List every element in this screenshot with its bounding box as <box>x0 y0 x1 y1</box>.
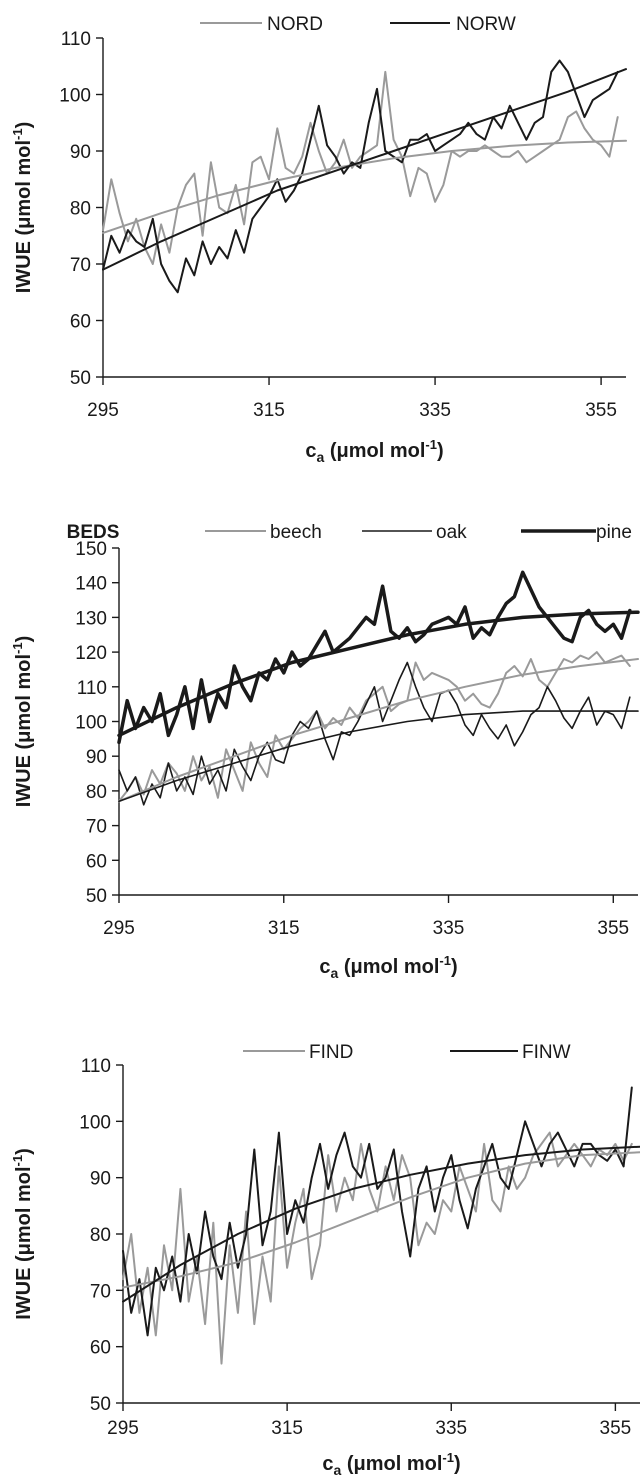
y-tick-label: 50 <box>86 886 107 907</box>
x-tick-label: 335 <box>435 1418 467 1439</box>
x-title-rest: (μmol mol <box>341 1453 442 1475</box>
legend-label-nord: NORD <box>267 14 323 35</box>
y-tick-label: 80 <box>90 1225 111 1246</box>
y-title-main: IWUE (μmol mol <box>13 654 35 807</box>
y-title-main: IWUE (μmol mol <box>13 1166 35 1319</box>
y-tick-label: 60 <box>90 1338 111 1359</box>
x-tick-label: 355 <box>600 1418 632 1439</box>
y-title-main: IWUE (μmol mol <box>13 140 35 293</box>
trend-line-4 <box>118 658 639 803</box>
legend-label-beech: beech <box>270 522 322 543</box>
y-title-close: ) <box>13 636 35 643</box>
x-title-close: ) <box>437 440 444 462</box>
x-tick-label: 355 <box>597 918 629 939</box>
y-tick-label: 90 <box>90 1169 111 1190</box>
y-tick-label: 150 <box>75 539 107 560</box>
y-tick-label: 50 <box>70 368 91 389</box>
x-tick-label: 335 <box>419 400 451 421</box>
x-title-subscript: a <box>333 1462 341 1477</box>
y-tick-label: 60 <box>70 312 91 333</box>
x-title-subscript: a <box>316 449 324 465</box>
y-title-superscript: -1 <box>10 1155 25 1167</box>
x-title-subscript: a <box>330 965 338 981</box>
x-title-superscript: -1 <box>439 953 451 968</box>
y-tick-label: 110 <box>81 1056 111 1077</box>
y-title-superscript: -1 <box>10 642 25 654</box>
y-tick-label: 130 <box>75 608 107 629</box>
trend-line-3 <box>102 139 627 234</box>
x-title-superscript: -1 <box>442 1450 454 1465</box>
legend-label-find: FIND <box>309 1042 353 1063</box>
y-tick-label: 90 <box>70 142 91 163</box>
y-tick-label: 70 <box>90 1281 111 1302</box>
trend-line-4 <box>122 1145 640 1303</box>
x-axis-title: ca (μmol mol-1) <box>305 437 443 465</box>
x-tick-label: 295 <box>107 1418 139 1439</box>
legend-label-oak: oak <box>436 522 467 543</box>
y-axis-title: IWUE (μmol mol-1) <box>10 1148 35 1320</box>
trend-line-5 <box>118 710 639 803</box>
x-tick-label: 295 <box>87 400 119 421</box>
series-line-find <box>122 1131 633 1365</box>
y-tick-label: 100 <box>79 1112 111 1133</box>
y-tick-label: 70 <box>70 255 91 276</box>
y-title-superscript: -1 <box>10 128 25 140</box>
y-tick-label: 100 <box>75 713 107 734</box>
x-tick-label: 315 <box>253 400 285 421</box>
x-tick-label: 295 <box>103 918 135 939</box>
chart-2: 50 60 70 80 90 100 110 120 130 140 150 295 315 335 355… <box>10 522 640 981</box>
y-tick-label: 80 <box>86 782 107 803</box>
trend-line-3 <box>122 1151 640 1289</box>
x-title-main: c <box>305 440 316 462</box>
y-axis-title: IWUE (μmol mol-1) <box>10 122 35 294</box>
x-title-close: ) <box>454 1453 461 1475</box>
y-tick-label: 110 <box>77 678 107 699</box>
trend-line-6 <box>117 610 640 738</box>
x-axis-title: ca (μmol mol-1) <box>322 1450 460 1477</box>
series-line-nord <box>102 70 619 265</box>
y-tick-label: 50 <box>90 1394 111 1415</box>
x-title-main: c <box>322 1453 333 1475</box>
y-tick-label: 140 <box>75 574 107 595</box>
y-tick-label: 120 <box>75 643 107 664</box>
chart-1: 50 60 70 80 90 100 110 295 315 335 355 ca (μmol mol… <box>10 14 627 465</box>
x-title-superscript: -1 <box>425 437 437 452</box>
series-line-pine <box>117 570 632 745</box>
legend-label-pine: pine <box>596 522 632 543</box>
y-tick-label: 80 <box>70 199 91 220</box>
trend-line-4 <box>102 68 627 271</box>
x-title-rest: (μmol mol <box>324 440 425 462</box>
series-line-finw <box>122 1086 633 1337</box>
legend-label-finw: FINW <box>522 1042 571 1063</box>
x-tick-label: 355 <box>585 400 617 421</box>
panel-label: BEDS <box>67 522 120 543</box>
y-title-close: ) <box>13 1148 35 1155</box>
series-line-norw <box>102 59 619 294</box>
legend-label-norw: NORW <box>456 14 516 35</box>
x-tick-label: 315 <box>268 918 300 939</box>
x-title-main: c <box>319 956 330 978</box>
series-line-beech <box>118 651 631 803</box>
y-tick-label: 70 <box>86 817 107 838</box>
x-tick-label: 335 <box>433 918 465 939</box>
y-tick-label: 60 <box>86 851 107 872</box>
y-tick-label: 100 <box>59 86 91 107</box>
y-axis-title: IWUE (μmol mol-1) <box>10 636 35 808</box>
chart-3: 50 60 70 80 90 100 110 295 315 335 355 ca (μmol mol… <box>10 1042 640 1478</box>
x-title-close: ) <box>451 956 458 978</box>
x-tick-label: 315 <box>271 1418 303 1439</box>
y-title-close: ) <box>13 122 35 129</box>
x-title-rest: (μmol mol <box>338 956 439 978</box>
y-tick-label: 90 <box>86 747 107 768</box>
y-tick-label: 110 <box>61 29 91 50</box>
x-axis-title: ca (μmol mol-1) <box>319 953 457 981</box>
series-line-oak <box>118 661 631 806</box>
